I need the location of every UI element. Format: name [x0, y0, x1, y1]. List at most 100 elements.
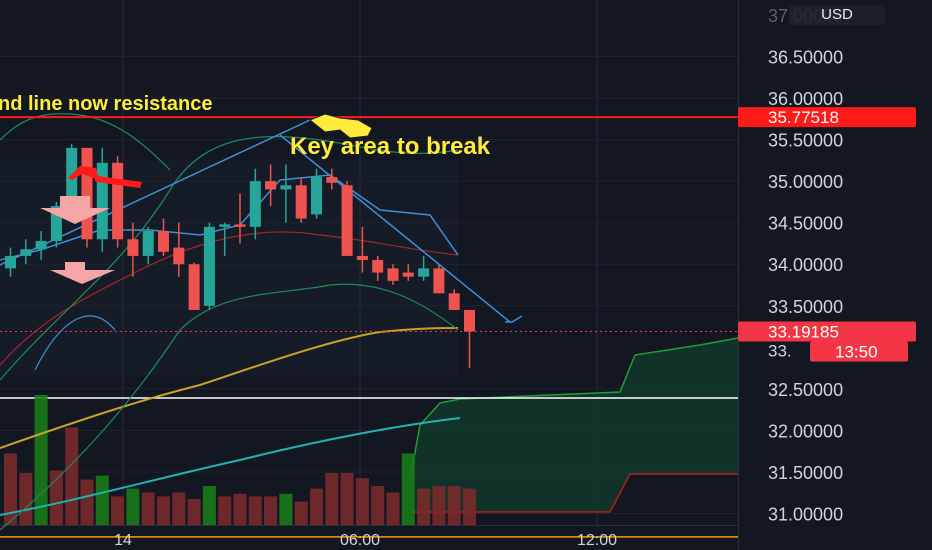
volume-bar [111, 496, 125, 525]
moving-average-red [0, 231, 459, 366]
candle-body [5, 255, 16, 269]
cloud-span-a [409, 337, 739, 481]
volume-bar [95, 475, 109, 525]
price-tick-label: 35.00000 [768, 172, 843, 192]
volume-bar [417, 488, 431, 525]
candle-body [203, 226, 215, 306]
volume-bar [294, 501, 308, 525]
candle-body [173, 247, 185, 265]
bollinger-lower [0, 283, 459, 531]
current-price-label: 33.19185 [768, 323, 839, 342]
volume-bar [340, 473, 354, 525]
volume-bar [371, 486, 385, 525]
volume-bar [80, 479, 94, 525]
volume-bar [157, 496, 170, 525]
volume-bar [141, 492, 155, 525]
price-tick-label: 32.00000 [768, 421, 843, 441]
flag-icon [68, 166, 142, 188]
volume-bar [325, 473, 339, 525]
time-tick-label: 14 [114, 532, 132, 549]
candle-body [127, 239, 139, 256]
trend-line-end [505, 315, 523, 323]
candle-body [112, 162, 124, 240]
volume-bar [264, 496, 278, 525]
candle-body [158, 230, 169, 252]
moving-average-orange [0, 327, 459, 449]
candle-body [295, 185, 307, 219]
moving-average-blue-left [34, 315, 116, 371]
candle-body [234, 224, 246, 227]
candle-body [249, 181, 261, 227]
candle-body [402, 272, 414, 277]
candle-body [433, 268, 445, 294]
down-arrow-icon [50, 262, 115, 284]
price-tick-label-partial: 33. [768, 342, 792, 361]
volume-bar [463, 488, 476, 525]
price-tick-label: 34.50000 [768, 214, 843, 234]
candle-body [311, 176, 322, 215]
candle-body [265, 181, 277, 190]
volume-bar [432, 486, 446, 525]
volume-bar [4, 453, 17, 525]
time-tick-label: 12:00 [577, 532, 617, 549]
resistance-price-label: 35.77518 [768, 108, 839, 127]
candle-body [326, 176, 338, 183]
candle-body [142, 230, 154, 256]
down-arrow-icon [40, 196, 110, 224]
candle-body [20, 249, 32, 256]
candle-body [81, 147, 93, 240]
volume-bar [202, 486, 216, 525]
volume-bar [233, 493, 247, 525]
time-tick-label: 06:00 [340, 532, 380, 549]
candle-body [341, 185, 353, 256]
pointing-hand-icon [309, 113, 373, 139]
price-tick-label: 31.00000 [768, 505, 843, 525]
candle-body [35, 240, 47, 250]
candle-body [356, 255, 368, 261]
volume-bar [386, 492, 400, 525]
candle-body [188, 264, 200, 310]
price-tick-label: 34.00000 [768, 255, 843, 275]
annotation-key-area-text: Key area to break [290, 133, 491, 160]
candle-body [219, 224, 231, 227]
countdown-label: 13:50 [835, 343, 878, 362]
bollinger-upper [0, 135, 459, 381]
volume-bar [279, 493, 293, 525]
candle-body [280, 185, 292, 190]
candle-body [464, 309, 475, 332]
volume-bar [248, 496, 262, 525]
candle-body [96, 162, 108, 240]
candle-body [418, 268, 430, 277]
volume-bar [218, 496, 232, 525]
resistance-price-badge [738, 107, 916, 128]
currency-button[interactable]: USD [789, 5, 885, 25]
price-tick-label: 35.50000 [768, 131, 843, 151]
volume-bar [401, 453, 415, 525]
volume-bar [172, 492, 186, 525]
volume-bar [34, 395, 48, 525]
current-price-badge [738, 321, 916, 342]
ichimoku-cloud [410, 338, 738, 512]
trend-line-falling [279, 134, 511, 323]
volume-bar [49, 470, 63, 525]
annotation-trendline-text: nd line now resistance [0, 93, 213, 115]
volume-bar [355, 478, 369, 525]
candle-body [387, 268, 399, 281]
volume-bar [126, 488, 140, 525]
countdown-badge [810, 341, 908, 362]
price-tick-label: 36.00000 [768, 89, 843, 109]
bollinger-upper-left [0, 113, 171, 171]
candle-body [448, 293, 460, 310]
price-tick-label: 33.50000 [768, 297, 843, 317]
price-tick-label: 36.50000 [768, 47, 843, 67]
volume-bar [65, 427, 79, 525]
cloud-span-b [410, 473, 738, 513]
volume-bar [310, 488, 323, 525]
candle-body [50, 206, 62, 241]
price-tick-label: 32.50000 [768, 380, 843, 400]
volume-bar [187, 499, 201, 525]
volume-bar [447, 486, 461, 525]
volume-bar [19, 473, 33, 525]
